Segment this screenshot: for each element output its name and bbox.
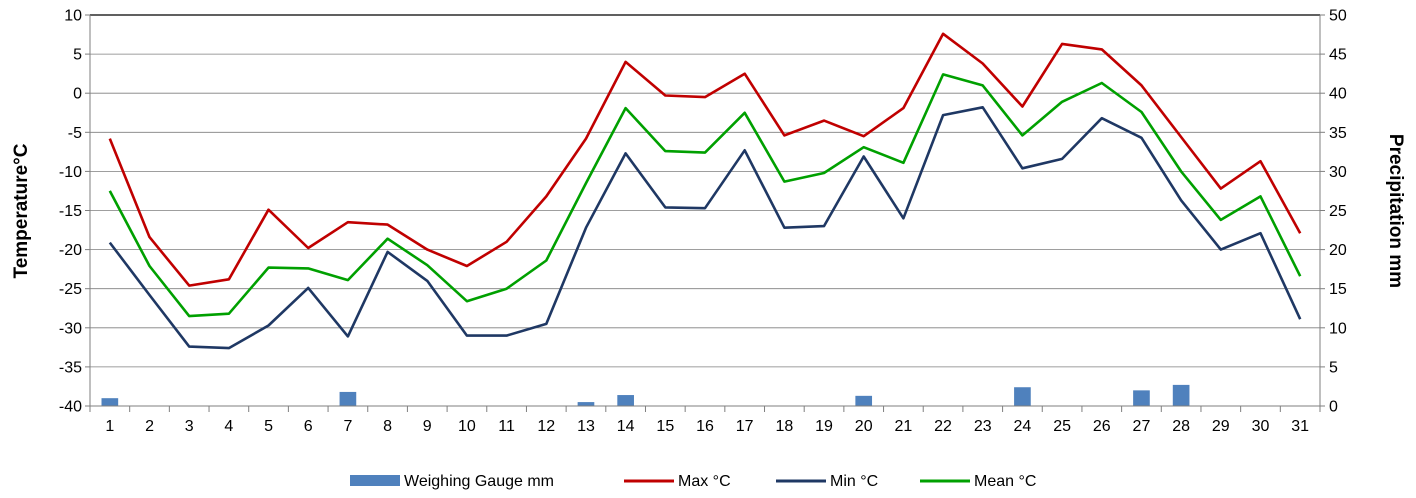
y2-axis-title: Precipitation mm — [1385, 134, 1406, 288]
legend-label-max: Max °C — [678, 473, 731, 490]
x-tick-label: 30 — [1252, 418, 1270, 435]
y-tick-label: 0 — [73, 86, 82, 103]
x-tick-label: 22 — [934, 418, 952, 435]
axes — [85, 14, 1325, 412]
precipitation-bar — [339, 391, 357, 406]
series-line-min — [108, 106, 1302, 350]
precipitation-bar — [1172, 384, 1190, 406]
x-tick-label: 16 — [696, 418, 714, 435]
x-tick-label: 3 — [185, 418, 194, 435]
y2-tick-label: 10 — [1329, 320, 1347, 337]
y2-tick-label: 5 — [1329, 359, 1338, 376]
y2-tick-label: 40 — [1329, 86, 1347, 103]
y-tick-label: -10 — [59, 164, 82, 181]
y-tick-label: -35 — [59, 359, 82, 376]
legend: Weighing Gauge mm Max °C Min °C Mean °C — [350, 473, 1036, 490]
precipitation-bar — [617, 395, 634, 406]
y-tick-label: -20 — [59, 242, 82, 259]
tick-labels: 10 505 450 40-5 35-10 30-15 25-20 20-25 15-30 10-… — [59, 8, 1347, 436]
legend-swatch-weighing-gauge — [350, 475, 400, 486]
x-tick-label: 6 — [304, 418, 313, 435]
y2-tick-label: 0 — [1329, 399, 1338, 416]
legend-label-weighing-gauge: Weighing Gauge mm — [404, 473, 554, 490]
y-tick-label: 5 — [73, 47, 82, 64]
series-line-mean — [108, 73, 1302, 318]
x-tick-label: 23 — [974, 418, 992, 435]
y-tick-label: -5 — [68, 125, 82, 142]
x-tick-label: 25 — [1053, 418, 1071, 435]
y-tick-label: -25 — [59, 281, 82, 298]
y2-tick-label: 50 — [1329, 8, 1347, 25]
gridlines — [90, 53, 1320, 368]
x-tick-label: 19 — [815, 418, 833, 435]
y2-tick-label: 30 — [1329, 164, 1347, 181]
precipitation-bar — [101, 398, 119, 406]
y2-tick-label: 15 — [1329, 281, 1347, 298]
x-tick-label: 5 — [264, 418, 273, 435]
x-tick-label: 8 — [383, 418, 392, 435]
x-tick-label: 7 — [343, 418, 352, 435]
y-tick-label: -15 — [59, 203, 82, 220]
x-tick-label: 13 — [577, 418, 595, 435]
precipitation-bar — [855, 395, 873, 406]
y2-tick-label: 45 — [1329, 47, 1347, 64]
x-tick-label: 31 — [1291, 418, 1309, 435]
x-tick-label: 29 — [1212, 418, 1230, 435]
precipitation-bars — [101, 384, 1190, 406]
x-tick-label: 9 — [423, 418, 432, 435]
x-tick-label: 28 — [1172, 418, 1190, 435]
temperature-lines — [108, 32, 1302, 350]
y2-tick-label: 25 — [1329, 203, 1347, 220]
x-tick-label: 4 — [224, 418, 233, 435]
x-tick-label: 27 — [1133, 418, 1151, 435]
x-tick-label: 14 — [617, 418, 635, 435]
x-tick-label: 21 — [894, 418, 912, 435]
x-tick-label: 11 — [498, 418, 515, 435]
legend-label-min: Min °C — [830, 473, 878, 490]
x-tick-label: 2 — [145, 418, 154, 435]
x-tick-label: 12 — [537, 418, 555, 435]
y-tick-label: -30 — [59, 320, 82, 337]
y2-tick-label: 20 — [1329, 242, 1347, 259]
y-tick-label: -40 — [59, 399, 82, 416]
x-tick-label: 20 — [855, 418, 873, 435]
precipitation-bar — [1133, 390, 1150, 406]
x-tick-label: 26 — [1093, 418, 1111, 435]
legend-label-mean: Mean °C — [974, 473, 1036, 490]
series-line-max — [108, 32, 1302, 287]
x-tick-label: 1 — [105, 418, 114, 435]
precipitation-bar — [1014, 387, 1031, 406]
y2-tick-label: 35 — [1329, 125, 1347, 142]
x-tick-label: 24 — [1014, 418, 1032, 435]
x-tick-label: 18 — [775, 418, 793, 435]
x-tick-label: 15 — [656, 418, 674, 435]
x-tick-label: 17 — [736, 418, 754, 435]
y-axis-title: Temperature°C — [11, 143, 32, 278]
precipitation-bar — [577, 402, 595, 406]
x-tick-label: 10 — [458, 418, 476, 435]
y-tick-label: 10 — [64, 8, 82, 25]
